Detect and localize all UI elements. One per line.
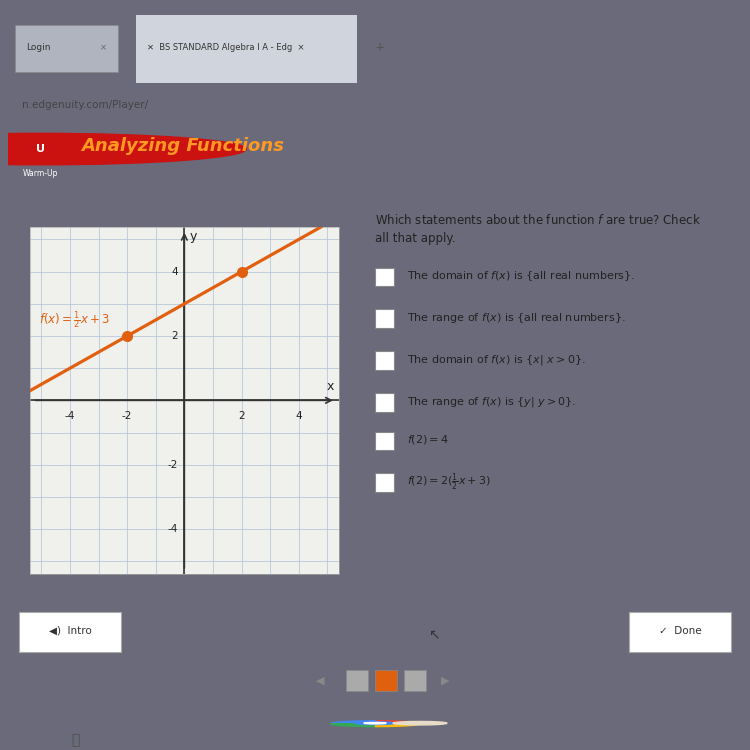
Text: The domain of $f(x)$ is {$x|$ $x > 0$}.: The domain of $f(x)$ is {$x|$ $x > 0$}. xyxy=(406,352,585,367)
Circle shape xyxy=(355,722,395,724)
Text: Warm-Up: Warm-Up xyxy=(23,169,58,178)
Text: +: + xyxy=(375,41,386,54)
Bar xyxy=(404,670,427,691)
Text: 4: 4 xyxy=(172,267,178,277)
Text: -4: -4 xyxy=(64,411,75,421)
Text: Analyzing Functions: Analyzing Functions xyxy=(81,137,284,155)
Circle shape xyxy=(393,722,447,725)
Text: -4: -4 xyxy=(168,524,178,534)
Text: $f(2) = 4$: $f(2) = 4$ xyxy=(406,433,448,446)
Text: 2: 2 xyxy=(238,411,244,421)
Bar xyxy=(628,612,731,652)
Text: ▶: ▶ xyxy=(441,676,450,686)
Text: U: U xyxy=(36,144,45,154)
Bar xyxy=(375,352,394,370)
Text: Login: Login xyxy=(26,43,50,52)
Text: The range of $f(x)$ is {$y|$ $y > 0$}.: The range of $f(x)$ is {$y|$ $y > 0$}. xyxy=(406,394,576,409)
Text: 4: 4 xyxy=(296,411,302,421)
Text: -2: -2 xyxy=(168,460,178,470)
Text: $f(x)=\frac{1}{2}x+3$: $f(x)=\frac{1}{2}x+3$ xyxy=(38,309,110,331)
Bar xyxy=(15,26,118,73)
Text: -2: -2 xyxy=(122,411,132,421)
Bar xyxy=(136,15,357,82)
Text: 2: 2 xyxy=(172,331,178,341)
Text: ✕  BS STANDARD Algebra I A - Edg  ×: ✕ BS STANDARD Algebra I A - Edg × xyxy=(147,43,304,52)
Text: ↖: ↖ xyxy=(428,628,439,642)
Bar xyxy=(375,310,394,328)
Bar xyxy=(19,612,122,652)
Bar xyxy=(375,268,394,286)
Bar xyxy=(375,473,394,492)
Text: The range of $f(x)$ is {all real numbers}.: The range of $f(x)$ is {all real numbers… xyxy=(406,311,626,325)
Text: $f(2) = 2(\frac{1}{2}x + 3)$: $f(2) = 2(\frac{1}{2}x + 3)$ xyxy=(406,471,490,493)
Text: x: x xyxy=(326,380,334,393)
Bar xyxy=(375,431,394,450)
Text: n.edgenuity.com/Player/: n.edgenuity.com/Player/ xyxy=(22,100,148,110)
Circle shape xyxy=(364,722,386,724)
Bar xyxy=(375,394,394,412)
Bar xyxy=(346,670,368,691)
Text: ◀)  Intro: ◀) Intro xyxy=(49,626,92,636)
Text: ◀: ◀ xyxy=(316,676,325,686)
Text: ×: × xyxy=(99,43,106,52)
Text: Which statements about the function $f$ are true? Check
all that apply.: Which statements about the function $f$ … xyxy=(375,213,701,244)
Circle shape xyxy=(0,134,246,165)
Text: ✓  Done: ✓ Done xyxy=(658,626,701,636)
Text: 🌿: 🌿 xyxy=(70,734,80,747)
Bar xyxy=(375,670,397,691)
Text: y: y xyxy=(190,230,196,243)
Text: The domain of $f(x)$ is {all real numbers}.: The domain of $f(x)$ is {all real number… xyxy=(406,269,634,283)
